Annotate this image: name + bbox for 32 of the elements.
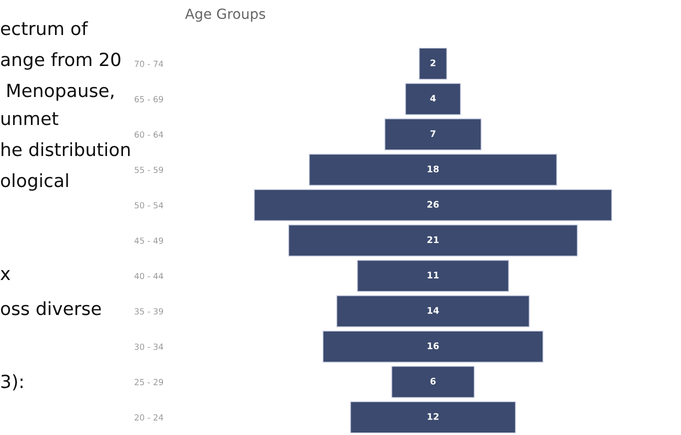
text: 3): <box>1 374 23 390</box>
category-label: 40 - 44 <box>134 272 164 280</box>
text: Menopause, <box>8 84 114 101</box>
text: unmet <box>2 112 58 126</box>
text: Age Groups <box>185 8 266 22</box>
text: ange from 20 <box>1 52 120 70</box>
data-label: 6 <box>430 378 436 385</box>
data-label: 21 <box>427 236 439 243</box>
data-label: 16 <box>428 342 439 350</box>
data-label: 12 <box>428 413 438 420</box>
text: ological <box>0 173 68 191</box>
category-label: 50 - 54 <box>134 202 164 208</box>
category-label: 70 - 74 <box>134 60 164 67</box>
category-label: 60 - 64 <box>134 131 164 138</box>
category-label: 65 - 69 <box>134 96 164 102</box>
category-label: 55 - 59 <box>134 166 164 174</box>
category-label: 35 - 39 <box>134 308 164 315</box>
data-label: 11 <box>428 272 439 278</box>
category-label: 45 - 49 <box>134 237 164 244</box>
category-label: 25 - 29 <box>134 378 164 386</box>
text: oss diverse <box>0 301 101 316</box>
category-label: 30 - 34 <box>134 344 164 350</box>
text: x <box>0 270 10 280</box>
data-label: 7 <box>430 130 436 137</box>
data-label: 4 <box>430 94 436 102</box>
category-label: 20 - 24 <box>134 414 164 421</box>
data-label: 18 <box>428 166 439 172</box>
data-label: 26 <box>427 200 439 208</box>
text: he distribution <box>2 142 130 156</box>
data-label: 14 <box>428 307 439 314</box>
text: ectrum of <box>0 21 88 36</box>
data-label: 2 <box>430 59 436 66</box>
